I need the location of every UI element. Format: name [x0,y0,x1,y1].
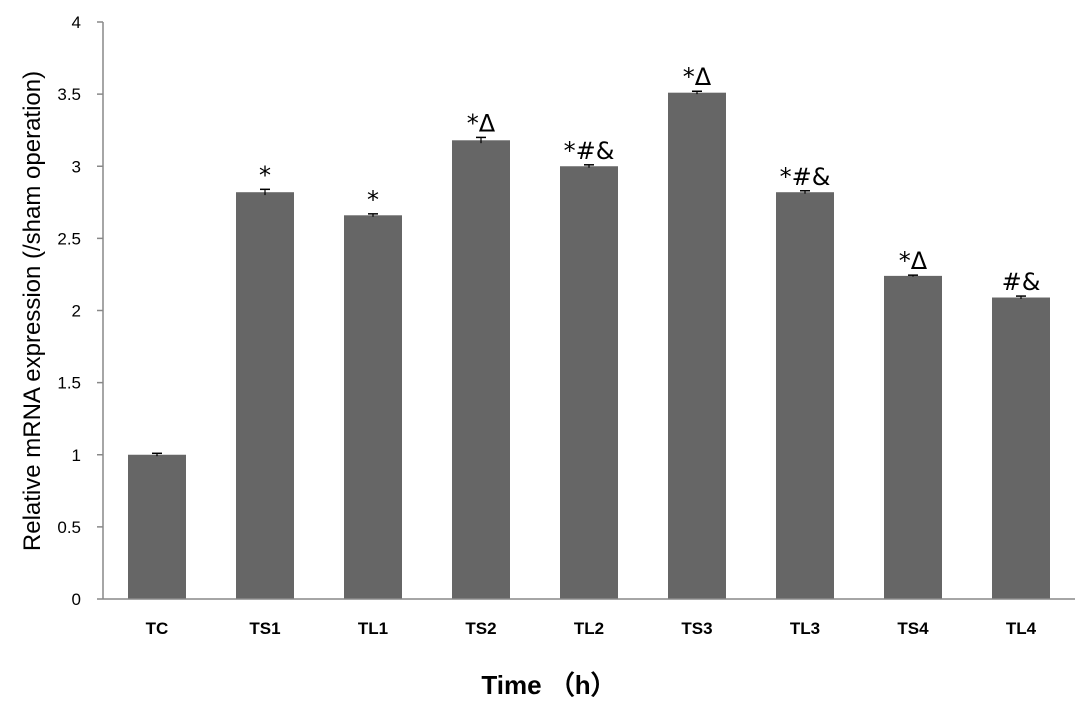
error-bars [152,90,1026,457]
x-axis-category-labels: TC TS1 TL1 TS2 TL2 TS3 TL3 TS4 TL4 [146,619,1037,638]
y-tick-label: 0 [72,590,81,609]
x-tick-label: TS1 [249,619,280,638]
significance-annotation: * [259,161,271,189]
y-tick-label: 4 [72,13,81,32]
significance-annotations: * * *Δ *#& *Δ *#& *Δ #& [259,63,1040,296]
bar-tl1 [344,215,402,600]
bar-tl4 [992,297,1050,599]
bar-ts2 [452,140,510,599]
y-tick-label: 2.5 [57,229,81,248]
y-axis-ticks: 0 0.5 1 1.5 2 2.5 3 3.5 4 [57,13,103,609]
x-tick-label: TL3 [790,619,820,638]
x-axis-title: Time （h） [481,670,616,700]
significance-annotation: #& [1002,268,1041,296]
significance-annotation: *Δ [467,109,496,137]
y-tick-label: 2 [72,302,81,321]
bar-tl2 [560,166,618,599]
y-axis-title: Relative mRNA expression (/sham operatio… [19,71,46,551]
bar-ts1 [236,192,294,599]
x-tick-label: TL4 [1006,619,1037,638]
y-tick-label: 3 [72,157,81,176]
bar-ts4 [884,275,942,599]
significance-annotation: * [367,186,379,214]
bar-tc [128,454,186,599]
x-tick-label: TS3 [681,619,712,638]
y-tick-label: 0.5 [57,518,81,537]
x-tick-label: TS4 [897,619,929,638]
bar-tl3 [776,192,834,599]
x-tick-label: TL1 [358,619,388,638]
bars [128,92,1050,600]
y-tick-label: 3.5 [57,85,81,104]
x-tick-label: TL2 [574,619,604,638]
bar-ts3 [668,92,726,600]
significance-annotation: *Δ [899,247,928,275]
x-tick-label: TC [146,619,169,638]
significance-annotation: *#& [564,137,615,165]
y-tick-label: 1.5 [57,374,81,393]
significance-annotation: *Δ [683,63,712,91]
x-tick-label: TS2 [465,619,496,638]
significance-annotation: *#& [780,163,831,191]
y-tick-label: 1 [72,446,81,465]
